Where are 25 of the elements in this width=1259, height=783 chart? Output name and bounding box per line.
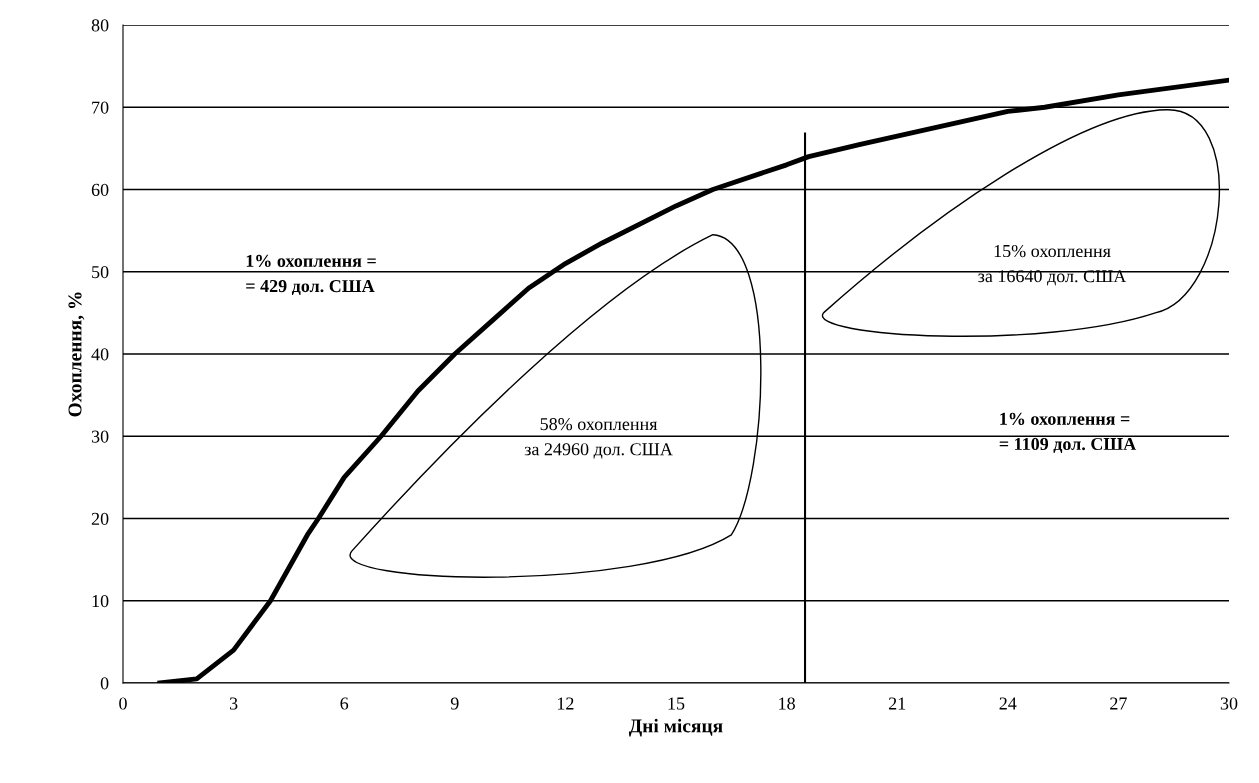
x-tick-label: 30 (1220, 697, 1238, 710)
y-tick-label: 40 (91, 348, 109, 361)
x-tick-label: 18 (779, 697, 795, 710)
x-tick-label: 6 (340, 697, 349, 710)
x-tick-label: 9 (450, 697, 459, 710)
x-tick-label: 15 (668, 697, 685, 710)
annotation: 58% охоплення за 24960 дол. США (524, 417, 673, 459)
x-tick-label: 3 (229, 697, 238, 710)
x-tick-label: 24 (999, 697, 1017, 710)
y-tick-label: 30 (91, 430, 109, 443)
y-tick-label: 0 (100, 677, 109, 690)
y-tick-label: 20 (91, 512, 109, 525)
y-tick-label: 80 (91, 19, 109, 32)
x-tick-label: 12 (557, 697, 574, 710)
y-tick-label: 60 (91, 183, 109, 196)
y-tick-label: 70 (92, 101, 109, 114)
x-tick-label: 27 (1110, 697, 1127, 710)
y-tick-label: 50 (92, 266, 109, 279)
annotation: 1% охоплення = = 1109 дол. США (999, 412, 1137, 454)
annotation: 1% охоплення = = 429 дол. США (246, 254, 376, 296)
y-tick-label: 10 (92, 595, 109, 608)
y-axis-title: Охоплення, % (68, 292, 85, 417)
x-tick-label: 21 (888, 697, 906, 710)
x-tick-label: 0 (119, 697, 127, 710)
x-axis-title: Дні місяця (628, 718, 723, 737)
